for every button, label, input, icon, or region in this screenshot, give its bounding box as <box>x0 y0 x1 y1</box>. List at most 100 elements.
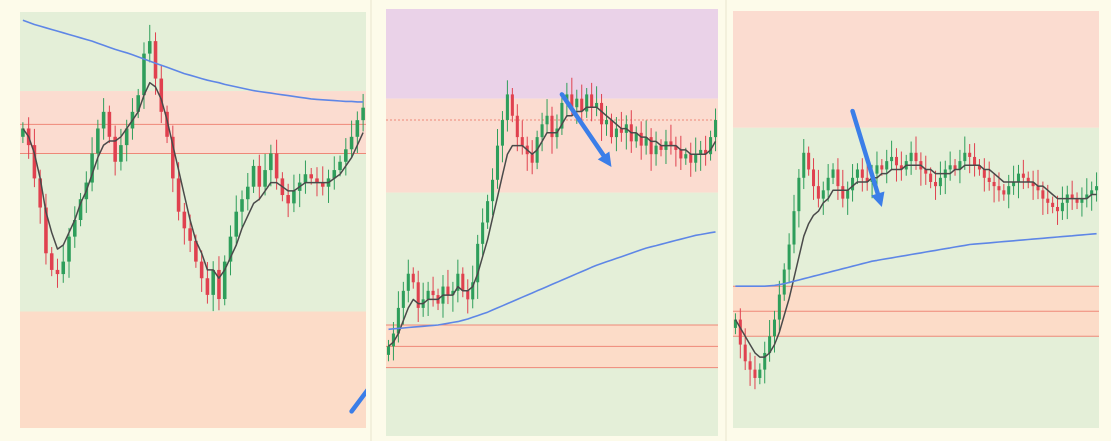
candle-body <box>1036 186 1040 191</box>
candle-body <box>176 178 181 212</box>
candle-body <box>644 137 648 146</box>
candle-body <box>894 156 898 166</box>
candle <box>934 170 938 200</box>
candle <box>1051 196 1055 214</box>
candle <box>748 352 752 386</box>
candle-body <box>1007 186 1011 195</box>
candle <box>21 122 25 144</box>
candle-body <box>880 165 884 170</box>
candle <box>1060 186 1064 220</box>
candle <box>292 174 296 213</box>
candle <box>924 155 928 185</box>
candle-body <box>709 137 713 155</box>
candle <box>733 313 737 335</box>
candle <box>431 276 435 307</box>
candle-body <box>32 145 37 179</box>
candle <box>855 163 859 185</box>
candle-body <box>875 165 879 174</box>
candle-body <box>515 115 519 138</box>
candle <box>689 142 693 177</box>
candle <box>107 105 112 144</box>
candle <box>72 206 77 248</box>
candle <box>909 141 913 175</box>
candle <box>758 363 762 385</box>
candle <box>851 164 855 202</box>
zone-orange <box>20 311 366 428</box>
candle-body <box>466 290 470 300</box>
candle-body <box>634 132 638 142</box>
candle-body <box>486 201 490 223</box>
candle <box>406 259 410 303</box>
candle <box>245 172 250 211</box>
candle <box>505 80 509 132</box>
candle <box>1002 184 1006 201</box>
candle <box>142 42 146 109</box>
candle <box>147 24 152 63</box>
candle-body <box>595 102 599 108</box>
candle-body <box>292 190 296 204</box>
candle-body <box>90 153 94 183</box>
candle-body <box>194 240 198 262</box>
panel-divider <box>725 0 727 441</box>
candle-body <box>1070 194 1074 199</box>
candle <box>1095 172 1099 202</box>
candle-body <box>713 120 718 138</box>
fast-moving-average-line <box>388 106 717 347</box>
candle-body <box>890 156 894 162</box>
candle-body <box>704 149 708 155</box>
candle <box>831 163 835 185</box>
candle <box>515 104 519 152</box>
candle <box>171 125 175 193</box>
candle-body <box>821 190 825 199</box>
candle-body <box>257 165 262 187</box>
candle <box>136 88 141 119</box>
candle <box>481 208 485 256</box>
candle-body <box>659 145 663 150</box>
candle-body <box>924 169 928 174</box>
candle-body <box>753 369 757 378</box>
candle-body <box>782 269 786 295</box>
candle-body <box>689 154 693 163</box>
candle-body <box>188 228 192 241</box>
candle <box>274 139 279 190</box>
candle-body <box>500 120 504 146</box>
candle-body <box>1051 202 1055 207</box>
candle <box>634 126 638 148</box>
candle-body <box>768 336 772 353</box>
candle-body <box>831 169 835 178</box>
candle-body <box>748 361 752 370</box>
candle-body <box>816 186 820 199</box>
zone-green <box>733 336 1099 428</box>
candle-body <box>309 174 314 179</box>
candle-body <box>211 269 215 295</box>
candle-body <box>476 243 480 283</box>
candle-body <box>885 161 889 170</box>
candle <box>1056 195 1060 225</box>
candle <box>96 119 100 170</box>
candle <box>1036 169 1040 200</box>
candle-body <box>159 78 164 112</box>
candle <box>234 195 239 246</box>
candle <box>609 113 613 144</box>
candle <box>199 250 204 292</box>
candle <box>973 143 977 177</box>
candle-body <box>391 333 395 347</box>
candle-body <box>205 278 210 295</box>
candle <box>674 136 678 167</box>
candle <box>159 64 164 124</box>
candle <box>619 111 623 142</box>
candle-body <box>446 286 450 296</box>
candle <box>782 263 786 301</box>
panel-divider <box>370 0 372 441</box>
candle-body <box>649 137 653 155</box>
candle <box>580 84 584 124</box>
candle-body <box>738 319 742 345</box>
candle-body <box>263 170 267 187</box>
candle-body <box>982 169 986 178</box>
candle-body <box>416 282 420 308</box>
candle <box>500 111 504 163</box>
slow-moving-average-line <box>735 232 1097 288</box>
candle-body <box>349 136 354 150</box>
candle-body <box>812 169 816 187</box>
candle <box>320 166 325 196</box>
